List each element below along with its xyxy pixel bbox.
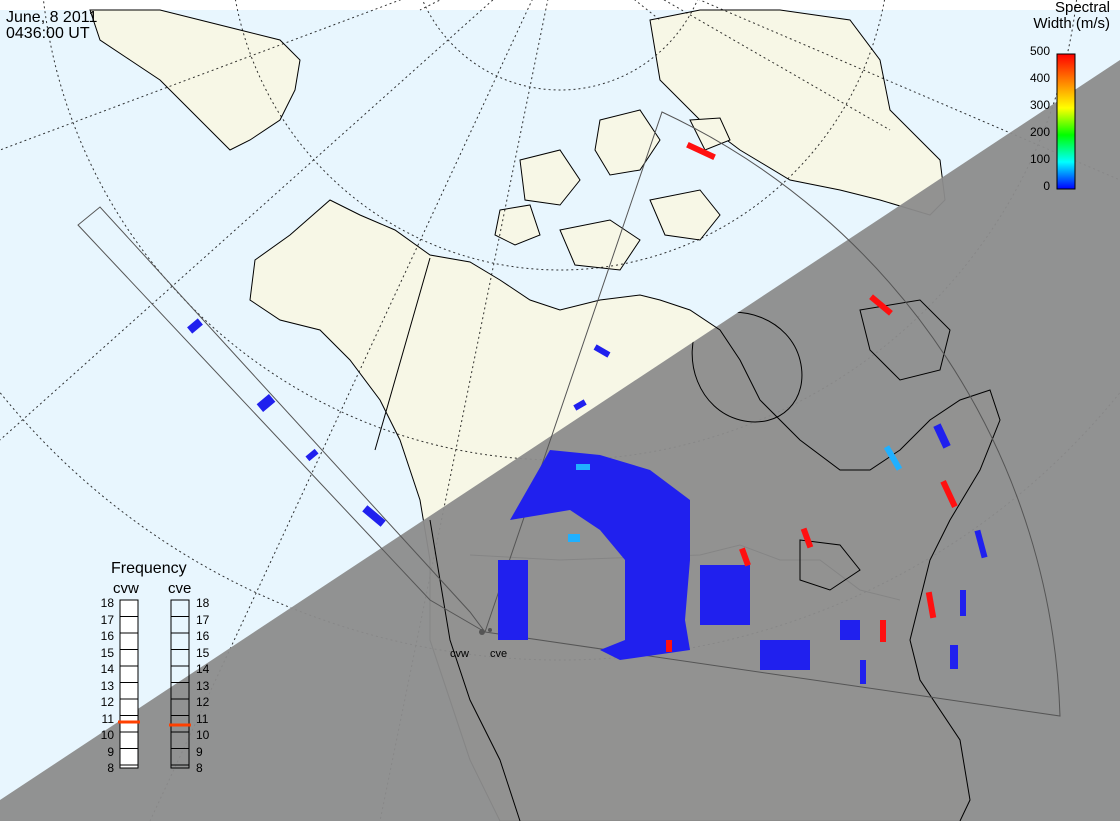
cve-echo-6 bbox=[950, 645, 958, 669]
red-echo-5 bbox=[800, 527, 814, 549]
cvw-freq-label: cvw bbox=[113, 580, 139, 597]
freq-scale-label: 10 bbox=[196, 728, 210, 742]
cve-echo-3 bbox=[933, 423, 951, 449]
colorbar-title: Spectral Width (m/s) bbox=[1000, 0, 1110, 32]
cvw-echo-4 bbox=[362, 505, 386, 527]
freq-scale-label: 8 bbox=[196, 761, 203, 775]
cve-freq-label: cve bbox=[168, 580, 192, 597]
site-cve bbox=[488, 628, 492, 632]
freq-scale-label: 15 bbox=[100, 645, 114, 660]
cyan-echo-2 bbox=[576, 464, 590, 470]
scatter-east1 bbox=[700, 565, 750, 625]
freq-scale-label: 14 bbox=[196, 662, 210, 676]
red-echo-8 bbox=[666, 640, 672, 652]
freq-scale-label: 13 bbox=[196, 678, 210, 693]
time-label: 0436:00 UT bbox=[6, 25, 90, 42]
colorbar-tick-label: 500 bbox=[1029, 44, 1050, 58]
freq-scale-label: 12 bbox=[196, 695, 210, 709]
cvw-echo-2 bbox=[256, 394, 276, 412]
colorbar-tick-label: 200 bbox=[1029, 125, 1050, 139]
cyan-echo-1 bbox=[883, 445, 903, 471]
cve-echo-2 bbox=[573, 399, 587, 411]
timestamp: June, 8 2011 0436:00 UT bbox=[6, 10, 97, 42]
red-echo-7 bbox=[880, 620, 886, 642]
cve-echo-1 bbox=[593, 344, 611, 358]
freq-scale-label: 12 bbox=[100, 695, 114, 709]
colorbar-title-line2: Width (m/s) bbox=[1033, 15, 1110, 32]
freq-scale-label: 17 bbox=[196, 612, 210, 627]
frequency-title: Frequency bbox=[111, 560, 187, 577]
radar-sites bbox=[479, 628, 492, 635]
colorbar-tick-label: 400 bbox=[1029, 71, 1050, 85]
colorbar-tick-label: 0 bbox=[1043, 179, 1050, 193]
night-coastlines bbox=[429, 299, 1001, 821]
freq-scale-label: 11 bbox=[196, 711, 209, 726]
scatter-east3 bbox=[840, 620, 860, 640]
colorbar-gradient bbox=[1056, 53, 1076, 190]
cve-freq-box bbox=[170, 599, 190, 769]
freq-scale-label: 17 bbox=[100, 612, 114, 627]
red-echo-6 bbox=[925, 591, 937, 619]
colorbar bbox=[1056, 53, 1076, 190]
scatter-main bbox=[510, 450, 690, 660]
cve-echo-5 bbox=[960, 590, 966, 616]
radar-fov bbox=[77, 111, 1061, 717]
cve-echo-4 bbox=[974, 529, 988, 559]
cvw-echo-1 bbox=[187, 318, 203, 334]
freq-scale-label: 16 bbox=[100, 629, 114, 643]
freq-scale-label: 9 bbox=[107, 744, 114, 759]
freq-scale-label: 18 bbox=[196, 596, 210, 610]
frequency-panels bbox=[118, 599, 191, 769]
freq-scale-label: 14 bbox=[100, 662, 114, 676]
red-echo-1 bbox=[686, 141, 716, 161]
site-label-cve: cve bbox=[490, 648, 508, 660]
cve-fov bbox=[484, 111, 1061, 717]
cve-echo-7 bbox=[860, 660, 866, 684]
scatter-data bbox=[187, 318, 988, 684]
colorbar-tick-label: 100 bbox=[1029, 152, 1050, 166]
site-label-cvw: cvw bbox=[450, 648, 469, 660]
date-label: June, 8 2011 bbox=[6, 9, 98, 26]
colorbar-title-line1: Spectral bbox=[1054, 0, 1110, 16]
cvw-echo-3 bbox=[305, 448, 319, 462]
scatter-east2 bbox=[760, 640, 810, 670]
freq-scale-label: 16 bbox=[196, 629, 210, 643]
site-cvw bbox=[479, 629, 485, 635]
cvw-freq-box bbox=[119, 599, 139, 769]
freq-scale-label: 18 bbox=[100, 596, 114, 610]
freq-scale-label: 13 bbox=[100, 678, 114, 693]
cyan-echo-3 bbox=[568, 534, 580, 542]
scatter-near bbox=[498, 560, 528, 640]
colorbar-tick-label: 300 bbox=[1029, 98, 1050, 112]
mid-width-echoes bbox=[568, 445, 903, 542]
red-echo-2 bbox=[869, 294, 893, 316]
red-echo-4 bbox=[739, 547, 751, 567]
high-width-echoes bbox=[666, 141, 958, 652]
freq-scale-label: 9 bbox=[196, 744, 203, 759]
freq-scale-label: 15 bbox=[196, 645, 210, 660]
freq-scale-label: 8 bbox=[107, 761, 114, 775]
freq-scale-label: 11 bbox=[101, 711, 114, 726]
red-echo-3 bbox=[940, 480, 958, 508]
cvw-fov bbox=[77, 206, 486, 633]
freq-scale-label: 10 bbox=[100, 728, 114, 742]
